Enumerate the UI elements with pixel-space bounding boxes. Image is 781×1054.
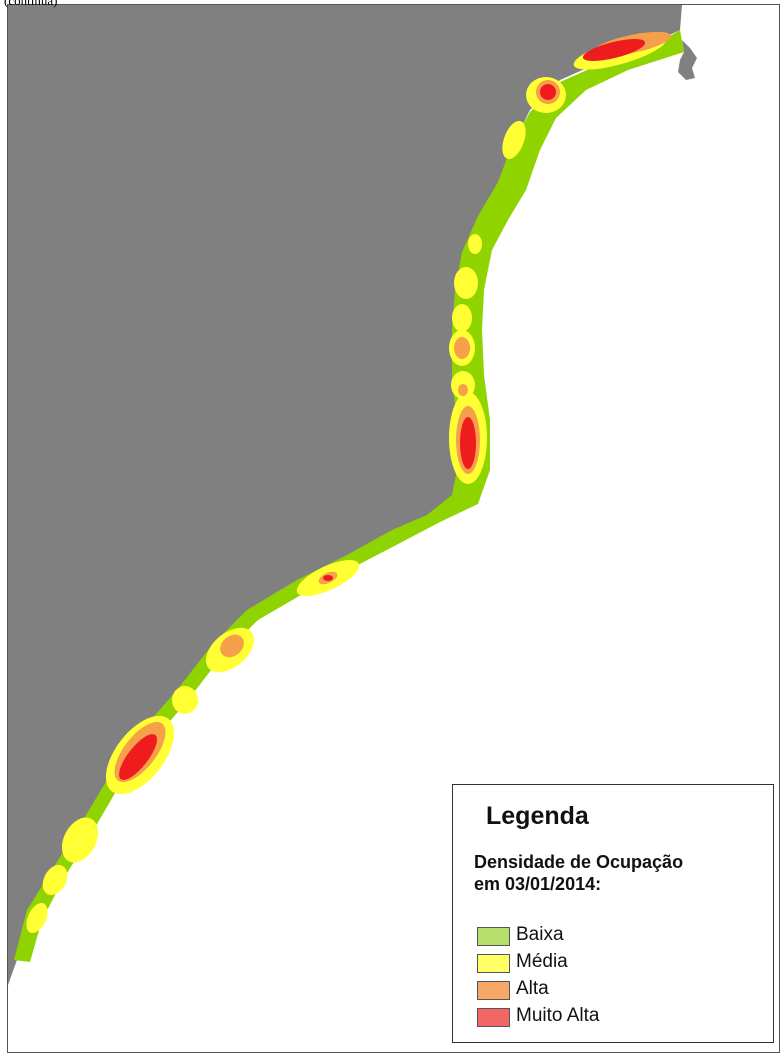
legend-swatch-muito-alta	[477, 1008, 510, 1027]
legend-label-muito-alta: Muito Alta	[516, 1005, 600, 1026]
legend-swatch-alta	[477, 981, 510, 1000]
legend-title: Legenda	[486, 802, 589, 830]
clipped-header-label: (continua)	[4, 0, 58, 8]
legend-label-baixa: Baixa	[516, 924, 564, 945]
legend-swatch-media	[477, 954, 510, 973]
island	[678, 40, 697, 80]
legend-swatch-baixa	[477, 927, 510, 946]
legend-subtitle: Densidade de Ocupação em 03/01/2014:	[474, 852, 684, 894]
legend-label-media: Média	[516, 951, 568, 972]
map-border	[7, 4, 780, 1053]
density-muito-alta-areas	[119, 39, 646, 780]
legend-box: Legenda Densidade de Ocupação em 03/01/2…	[452, 784, 774, 1043]
legend-label-alta: Alta	[516, 978, 549, 999]
land-mass	[8, 5, 682, 985]
